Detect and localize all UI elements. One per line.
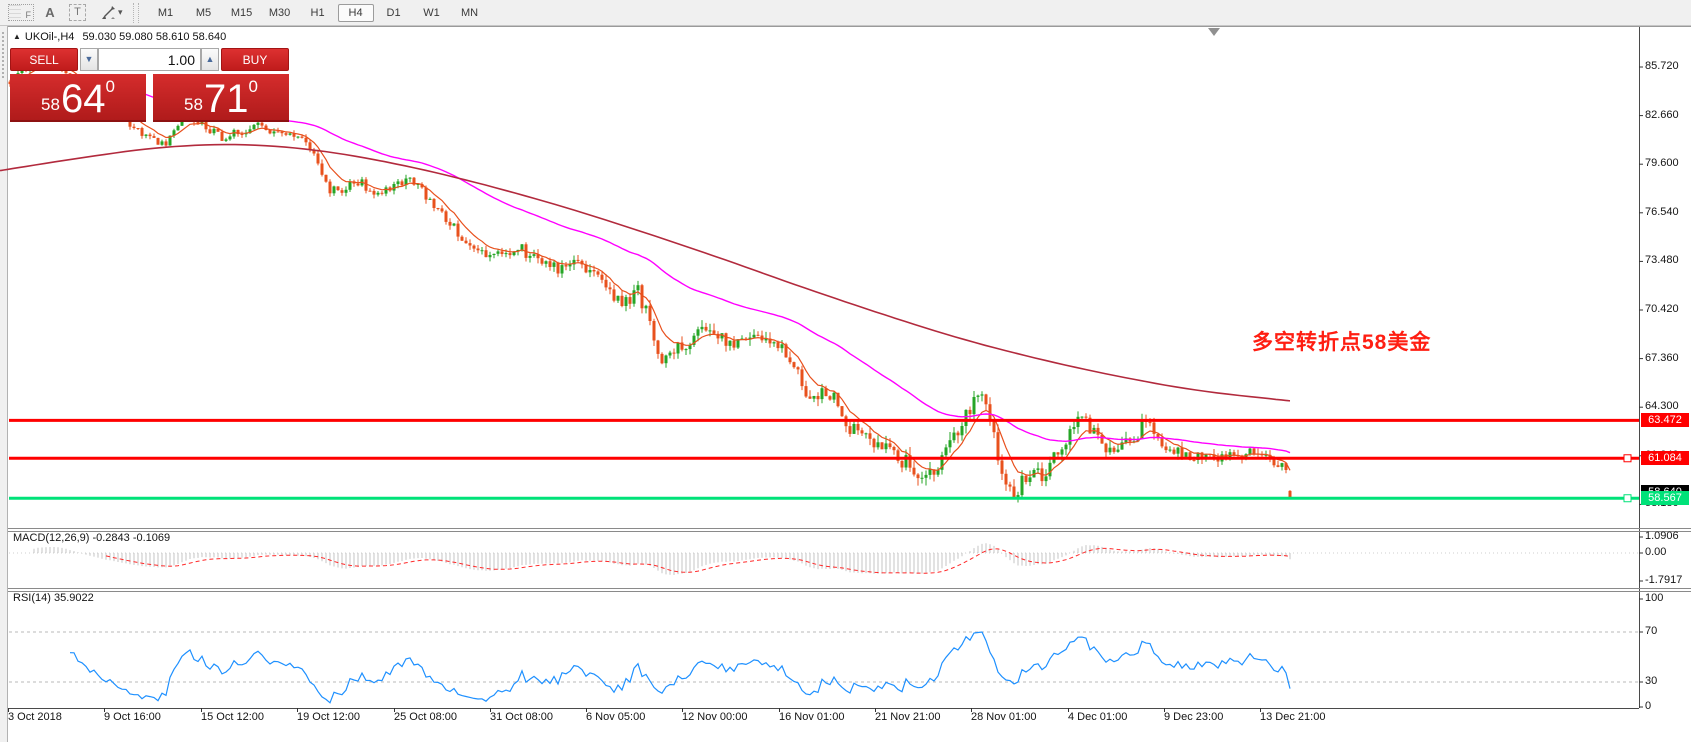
toolbar-separator [132, 2, 139, 23]
dropdown-caret-icon[interactable]: ▾ [118, 7, 123, 17]
sell-button[interactable]: SELL [10, 48, 78, 71]
toolbar-grip[interactable] [2, 32, 6, 78]
tf-button-d1[interactable]: D1 [386, 6, 401, 19]
tf-button-m5[interactable]: M5 [195, 6, 212, 19]
buy-price-sup: 0 [248, 77, 258, 96]
timeframe-group: M1 M5 M15 M30 H1 H4 D1 W1 MN [147, 3, 489, 22]
tf-button-mn[interactable]: MN [460, 6, 479, 19]
tf-button-w1[interactable]: W1 [423, 6, 440, 19]
label-tool-icon[interactable]: A [45, 5, 55, 20]
text-tool-icon[interactable]: T [69, 4, 86, 21]
chart-annotation-text: 多空转折点58美金 [1252, 331, 1432, 354]
volume-input[interactable] [98, 48, 201, 71]
sell-price-small: 58 [41, 95, 60, 114]
tf-button-m30[interactable]: M30 [268, 6, 291, 19]
volume-increase-button[interactable]: ▲ [201, 48, 219, 71]
ohlc-quote-label: 59.030 59.080 58.610 58.640 [82, 31, 227, 43]
sell-price-panel[interactable]: 58 64 0 [10, 74, 146, 122]
tf-button-m1[interactable]: M1 [157, 6, 174, 19]
top-toolbar: F A T ▾ M1 M5 M15 M30 H1 H4 D1 W1 MN [0, 0, 1691, 26]
chart-title: ▲ UKOil-,H4 59.030 59.080 58.610 58.640 [13, 31, 226, 43]
sell-price-big: 64 [60, 77, 106, 121]
buy-button[interactable]: BUY [221, 48, 289, 71]
cursor-arrows-icon[interactable] [99, 5, 117, 21]
left-toolbar-strip [0, 26, 8, 742]
buy-price-small: 58 [184, 95, 203, 114]
tf-button-h1[interactable]: H1 [310, 6, 325, 19]
chart-shift-marker [1208, 28, 1220, 36]
tf-button-h4[interactable]: H4 [337, 3, 374, 22]
volume-decrease-button[interactable]: ▼ [80, 48, 98, 71]
sell-price-sup: 0 [105, 77, 115, 96]
one-click-trading-panel: SELL ▼ ▲ BUY 58 64 0 58 71 0 [10, 48, 289, 122]
collapse-triangle-icon[interactable]: ▲ [13, 32, 21, 41]
macd-label: MACD(12,26,9) -0.2843 -0.1069 [13, 532, 171, 544]
buy-price-big: 71 [203, 77, 249, 121]
symbol-period-label: UKOil-,H4 [24, 31, 75, 43]
rsi-label: RSI(14) 35.9022 [13, 592, 94, 604]
buy-price-panel[interactable]: 58 71 0 [153, 74, 289, 122]
tf-button-m15[interactable]: M15 [230, 6, 253, 19]
templates-f-icon[interactable]: F [8, 4, 34, 21]
